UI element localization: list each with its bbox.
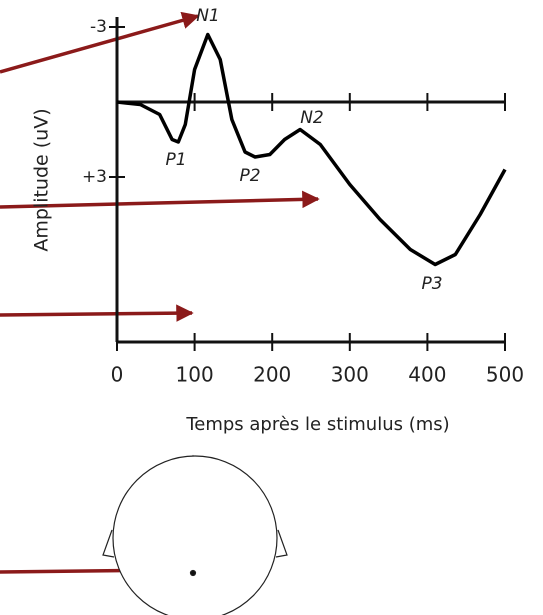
arrow <box>0 11 200 74</box>
y-tick-label: +3 <box>82 167 107 187</box>
x-tick-label: 400 <box>408 363 446 387</box>
ear <box>102 529 115 558</box>
x-tick-label: 100 <box>176 363 214 387</box>
waveform <box>116 32 507 267</box>
ear <box>275 529 288 558</box>
head <box>112 455 278 615</box>
peak-label: P3 <box>421 274 442 294</box>
x-axis-label: Temps après le stimulus (ms) <box>185 414 449 435</box>
x-tick-label: 0 <box>111 363 124 387</box>
peak-label: N2 <box>300 108 324 128</box>
arrow <box>0 190 320 209</box>
head-diagram <box>102 454 288 615</box>
y-tick-label: -3 <box>90 17 107 37</box>
peak-label: P2 <box>239 166 260 186</box>
x-tick-label: 200 <box>253 363 291 387</box>
peak-label: N1 <box>196 6 220 26</box>
x-tick-label: 300 <box>331 363 369 387</box>
y-axis-label: Amplitude (uV) <box>31 108 53 251</box>
peak-label: P1 <box>165 150 186 170</box>
x-tick-label: 500 <box>486 363 524 387</box>
electrode <box>189 569 197 577</box>
arrow <box>0 304 194 322</box>
